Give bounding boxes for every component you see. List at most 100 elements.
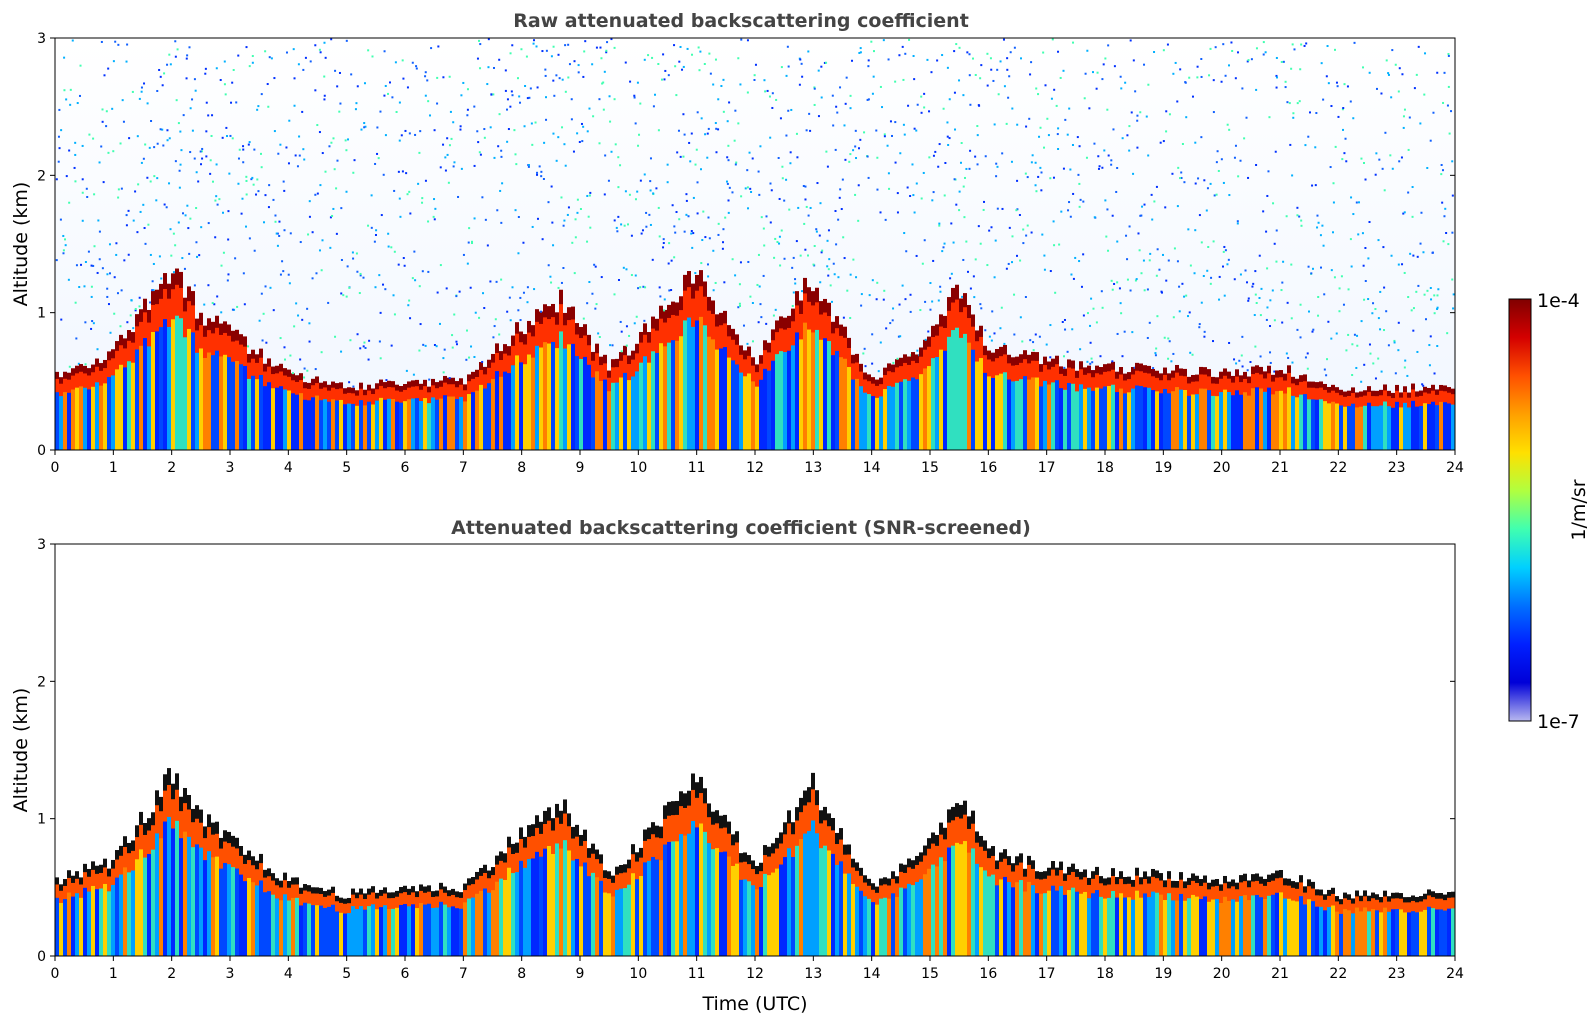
heatmap-column	[875, 886, 879, 893]
heatmap-column	[495, 855, 499, 865]
heatmap-column	[643, 323, 647, 335]
heatmap-column	[231, 340, 235, 362]
heatmap-column	[403, 885, 407, 893]
noise-speck	[1130, 111, 1133, 114]
heatmap-column	[1171, 390, 1175, 450]
heatmap-column	[191, 808, 195, 823]
heatmap-column	[1103, 897, 1107, 956]
heatmap-column	[279, 886, 283, 901]
noise-speck	[937, 299, 940, 302]
heatmap-column	[959, 817, 963, 845]
heatmap-column	[767, 855, 771, 876]
heatmap-column	[179, 796, 183, 812]
x-tick-label: 20	[1213, 966, 1231, 982]
heatmap-column	[315, 382, 319, 396]
noise-speck	[189, 107, 192, 110]
heatmap-column	[555, 816, 559, 844]
heatmap-column	[923, 367, 927, 450]
noise-speck	[903, 232, 906, 235]
noise-speck	[219, 78, 222, 81]
noise-speck	[355, 102, 358, 105]
noise-speck	[958, 190, 961, 193]
heatmap-column	[471, 883, 475, 898]
noise-speck	[1421, 383, 1424, 386]
noise-speck	[81, 178, 84, 181]
noise-speck	[1101, 306, 1104, 309]
noise-speck	[1111, 288, 1114, 291]
noise-speck	[780, 66, 783, 69]
heatmap-column	[707, 296, 711, 311]
heatmap-column	[867, 898, 871, 956]
heatmap-column	[775, 352, 779, 450]
heatmap-column	[799, 300, 803, 315]
heatmap-column	[1007, 881, 1011, 956]
noise-speck	[958, 79, 961, 82]
heatmap-column	[1027, 855, 1031, 865]
noise-speck	[403, 264, 406, 267]
heatmap-column	[1387, 395, 1391, 407]
heatmap-column	[1127, 378, 1131, 393]
heatmap-column	[391, 386, 395, 400]
heatmap-column	[987, 875, 991, 956]
heatmap-column	[1095, 874, 1099, 891]
noise-speck	[1288, 102, 1291, 105]
heatmap-column	[595, 352, 599, 372]
noise-speck	[484, 218, 487, 221]
noise-speck	[204, 67, 207, 70]
heatmap-column	[283, 879, 287, 895]
noise-speck	[1131, 331, 1134, 334]
heatmap-column	[623, 371, 627, 450]
heatmap-column	[575, 354, 579, 450]
heatmap-column	[635, 352, 639, 372]
heatmap-column	[59, 377, 63, 384]
heatmap-column	[1059, 387, 1063, 450]
heatmap-column	[255, 884, 259, 956]
heatmap-column	[1315, 894, 1319, 907]
heatmap-column	[383, 382, 387, 389]
noise-speck	[796, 156, 799, 159]
heatmap-column	[507, 346, 511, 356]
heatmap-column	[1315, 399, 1319, 450]
noise-speck	[116, 292, 119, 295]
heatmap-column	[919, 852, 923, 862]
heatmap-column	[863, 378, 867, 393]
heatmap-column	[1163, 374, 1167, 389]
heatmap-column	[683, 318, 687, 450]
noise-speck	[1209, 47, 1212, 50]
noise-speck	[826, 239, 829, 242]
noise-speck	[1235, 362, 1238, 365]
heatmap-column	[1439, 390, 1443, 402]
noise-speck	[354, 108, 357, 111]
heatmap-column	[547, 317, 551, 344]
noise-speck	[808, 112, 811, 115]
heatmap-column	[787, 326, 791, 351]
noise-speck	[885, 327, 888, 330]
noise-speck	[132, 219, 135, 222]
heatmap-column	[1051, 868, 1055, 886]
noise-speck	[1015, 209, 1018, 212]
heatmap-column	[667, 304, 671, 318]
noise-speck	[234, 257, 237, 260]
heatmap-column	[891, 364, 895, 373]
heatmap-column	[503, 370, 507, 450]
noise-speck	[1086, 360, 1089, 363]
noise-speck	[1105, 235, 1108, 238]
heatmap-column	[1315, 906, 1319, 956]
heatmap-column	[359, 905, 363, 956]
noise-speck	[794, 278, 797, 281]
heatmap-column	[1031, 359, 1035, 378]
noise-speck	[1240, 354, 1243, 357]
noise-speck	[1107, 44, 1110, 47]
heatmap-column	[1323, 389, 1327, 402]
heatmap-column	[1399, 908, 1403, 956]
heatmap-column	[443, 892, 447, 905]
noise-speck	[717, 98, 720, 101]
noise-speck	[927, 330, 930, 333]
heatmap-column	[1207, 882, 1211, 890]
heatmap-column	[1343, 396, 1347, 407]
noise-speck	[84, 363, 87, 366]
heatmap-column	[1259, 882, 1263, 898]
heatmap-column	[955, 815, 959, 843]
heatmap-column	[271, 873, 275, 881]
heatmap-column	[887, 897, 891, 956]
